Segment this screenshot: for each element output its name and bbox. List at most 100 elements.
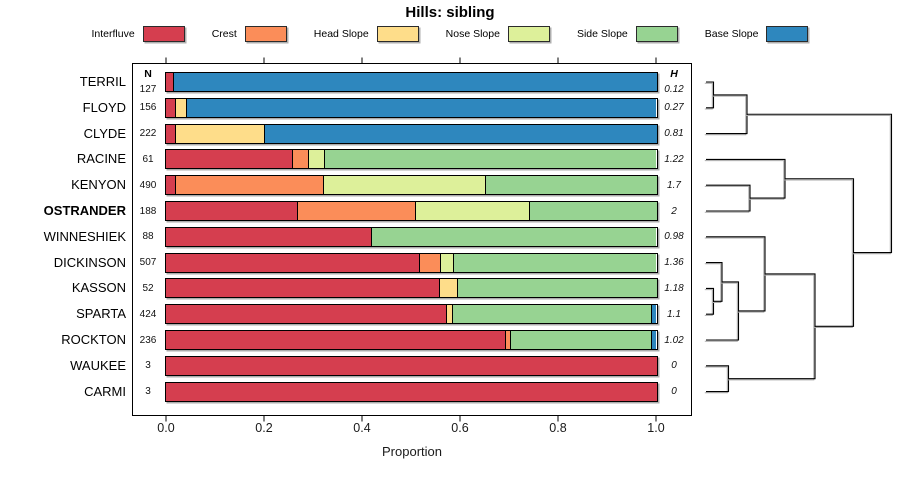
dendrogram-link [706,158,786,199]
row-label-waukee: WAUKEE [70,357,126,373]
bar-segment-crest [297,202,416,220]
bar-segment-head-slope [175,98,187,117]
bar-segment-interfluve [165,150,293,169]
dendrogram-link-shadow [704,237,765,313]
bar-segment-head-slope [175,124,265,143]
row-label-floyd: FLOYD [82,99,126,115]
dendrogram-link-shadow [783,179,853,328]
bar-row-kenyon [164,175,658,196]
row-label-racine: RACINE [76,151,126,167]
n-value-carmi: 3 [145,386,151,398]
bar-segment-nose-slope [439,253,453,272]
dendrogram-link [706,81,715,109]
bar-segment-nose-slope [415,202,529,220]
bar-row-winneshiek [164,226,658,247]
legend-item-head-slope: Head Slope [314,26,419,42]
dendrogram-link [706,365,730,393]
h-value-carmi: 0 [671,386,677,398]
dendrogram-link-shadow [704,282,738,342]
x-tick-label-0.6: 0.6 [451,421,469,435]
bar-segment-interfluve [165,253,420,272]
bar-row-racine [164,149,658,170]
bar-segment-interfluve [165,124,176,143]
dendrogram-link-shadow [745,114,891,255]
bar-segment-base-slope [172,73,657,91]
bar-segment-interfluve [165,356,657,375]
bar-row-carmi [164,381,658,402]
dendrogram-link-shadow [704,185,750,213]
h-value-rockton: 1.02 [664,334,684,346]
row-label-carmi: CARMI [84,383,126,399]
legend-swatch-head-slope [376,26,419,42]
h-value-clyde: 0.81 [664,128,684,140]
dendrogram-link [706,94,748,135]
bar-segment-side-slope [484,176,657,195]
dendrogram-link-shadow [704,160,785,200]
bar-segment-side-slope [323,150,657,169]
bar-segment-nose-slope [322,176,485,195]
h-value-dickinson: 1.36 [664,257,684,269]
h-column-header: H [670,68,678,80]
bar-segment-base-slope [264,124,657,143]
n-value-sparta: 424 [139,308,157,320]
bar-segment-head-slope [439,279,458,298]
bar-segment-base-slope [650,305,657,324]
bar-row-terril [164,72,658,92]
bar-segment-head-slope [446,305,452,324]
row-label-kasson: KASSON [71,280,126,296]
bar-row-waukee [164,355,658,376]
legend-swatch-interfluve [142,26,185,42]
dendrogram-link [706,262,723,302]
bar-row-ostrander [164,201,658,221]
h-value-waukee: 0 [671,360,677,372]
h-value-racine: 1.22 [664,153,684,165]
legend-item-base-slope: Base Slope [705,26,809,42]
row-label-winneshiek: WINNESHIEK [43,228,126,244]
bar-segment-interfluve [165,382,657,401]
n-value-kenyon: 490 [139,179,157,191]
dendrogram-link [706,236,766,312]
legend-swatch-crest [244,26,287,42]
dendrogram-link [706,184,751,212]
legend: Interfluve Crest Head Slope Nose Slope Side … [0,26,900,42]
bar-row-sparta [164,304,658,325]
dendrogram-link-shadow [704,289,713,316]
n-value-ostrander: 188 [139,205,157,217]
x-axis-title: Proportion [382,444,442,459]
bar-segment-side-slope [528,202,657,220]
bar-row-clyde [164,123,658,144]
legend-label: Crest [211,28,237,40]
dendrogram-link-shadow [704,366,728,394]
x-tick-label-0.0: 0.0 [157,421,175,435]
chart-title: Hills: sibling [405,4,495,21]
dendrogram-link-shadow [727,274,815,381]
bar-segment-base-slope [186,98,657,117]
h-value-kasson: 1.18 [664,282,684,294]
row-label-sparta: SPARTA [76,306,126,322]
n-value-waukee: 3 [145,360,151,372]
n-value-rockton: 236 [139,334,157,346]
dendrogram [704,81,893,394]
row-label-kenyon: KENYON [71,177,126,193]
legend-item-crest: Crest [212,26,287,42]
h-value-floyd: 0.27 [664,102,684,114]
legend-label: Interfluve [91,28,135,40]
row-label-clyde: CLYDE [83,125,126,141]
row-label-terril: TERRIL [79,74,126,89]
n-value-kasson: 52 [142,282,154,294]
bar-segment-interfluve [165,98,176,117]
legend-label: Head Slope [313,28,369,40]
bar-segment-crest [419,253,440,272]
bar-segment-side-slope [457,279,657,298]
bar-row-dickinson [164,252,658,273]
n-value-clyde: 222 [139,128,157,140]
h-value-sparta: 1.1 [667,308,681,320]
bar-segment-interfluve [165,73,173,91]
dendrogram-link [706,287,715,315]
dendrogram-link-shadow [704,95,747,136]
h-value-kenyon: 1.7 [667,179,681,191]
legend-item-interfluve: Interfluve [92,26,185,42]
legend-swatch-nose-slope [507,26,550,42]
bar-segment-interfluve [165,227,372,246]
